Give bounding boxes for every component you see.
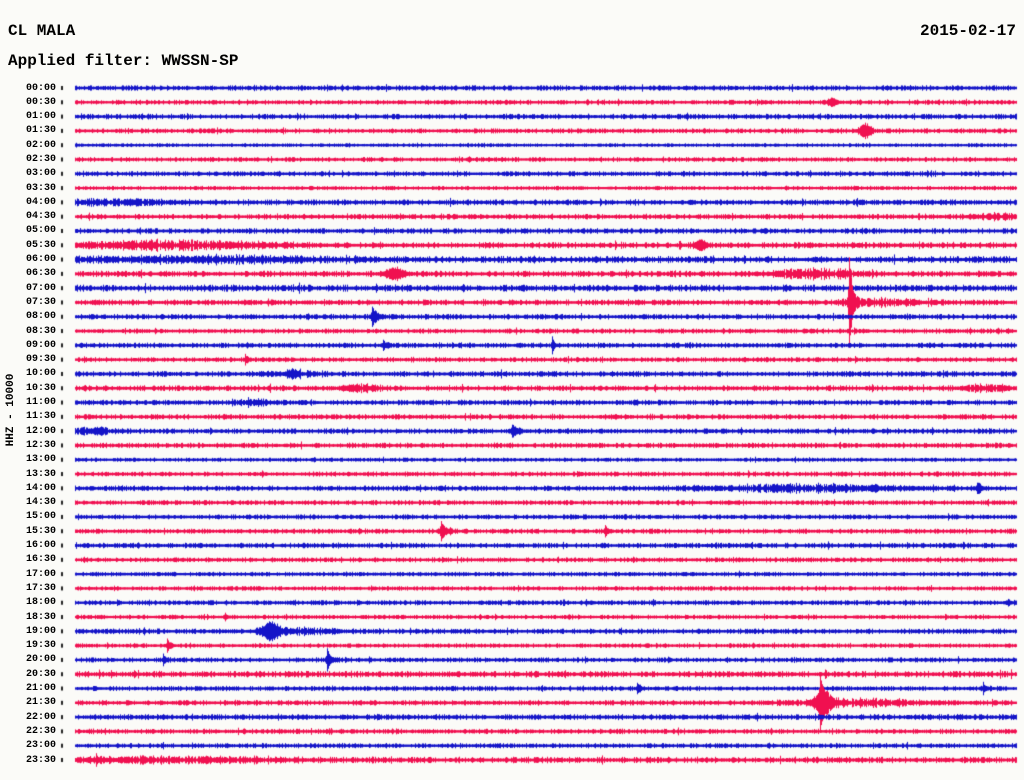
- time-label: 01:00: [25, 111, 56, 123]
- time-label: 19:30: [25, 640, 56, 652]
- time-label: 17:00: [25, 568, 56, 580]
- header: CL MALA 2015-02-17: [8, 22, 1016, 40]
- time-label: 08:00: [25, 311, 56, 323]
- time-label: 12:30: [25, 439, 56, 451]
- time-label: 22:00: [25, 711, 56, 723]
- time-label: 22:30: [25, 725, 56, 737]
- time-label: 00:00: [25, 82, 56, 94]
- time-label: 10:00: [25, 368, 56, 380]
- time-label: 11:00: [25, 397, 56, 409]
- time-label: 03:00: [25, 168, 56, 180]
- time-label: 01:30: [25, 125, 56, 137]
- time-label: 02:00: [25, 139, 56, 151]
- time-label: 21:30: [25, 697, 56, 709]
- time-label: 18:30: [25, 611, 56, 623]
- time-label: 17:30: [25, 582, 56, 594]
- time-label: 15:00: [25, 511, 56, 523]
- time-label: 03:30: [25, 182, 56, 194]
- date-label: 2015-02-17: [919, 22, 1016, 40]
- time-label: 16:00: [25, 540, 56, 552]
- time-label: 00:30: [25, 96, 56, 108]
- time-label: 18:00: [25, 597, 56, 609]
- time-label: 07:00: [25, 282, 56, 294]
- time-label: 05:30: [25, 239, 56, 251]
- time-label: 09:30: [25, 354, 56, 366]
- time-label: 10:30: [25, 382, 56, 394]
- time-label: 14:30: [25, 497, 56, 509]
- time-label: 06:30: [25, 268, 56, 280]
- time-label: 07:30: [25, 296, 56, 308]
- time-label: 19:00: [25, 625, 56, 637]
- time-label: 02:30: [25, 153, 56, 165]
- time-label: 09:00: [25, 339, 56, 351]
- time-label: 20:00: [25, 654, 56, 666]
- time-label: 14:00: [25, 482, 56, 494]
- station-title: CL MALA: [8, 22, 76, 40]
- time-label: 06:00: [25, 254, 56, 266]
- time-label: 16:30: [25, 554, 56, 566]
- time-label: 23:00: [25, 740, 56, 752]
- time-label: 13:30: [25, 468, 56, 480]
- time-label: 11:30: [25, 411, 56, 423]
- time-label: 12:00: [25, 425, 56, 437]
- time-label: 05:00: [25, 225, 56, 237]
- time-label: 23:30: [25, 754, 56, 766]
- time-label: 04:30: [25, 211, 56, 223]
- time-label: 08:30: [25, 325, 56, 337]
- time-label: 13:00: [25, 454, 56, 466]
- time-label: 20:30: [25, 668, 56, 680]
- time-label: 15:30: [25, 525, 56, 537]
- filter-label: Applied filter: WWSSN-SP: [8, 52, 239, 70]
- time-label: 21:00: [25, 683, 56, 695]
- time-label: 04:00: [25, 196, 56, 208]
